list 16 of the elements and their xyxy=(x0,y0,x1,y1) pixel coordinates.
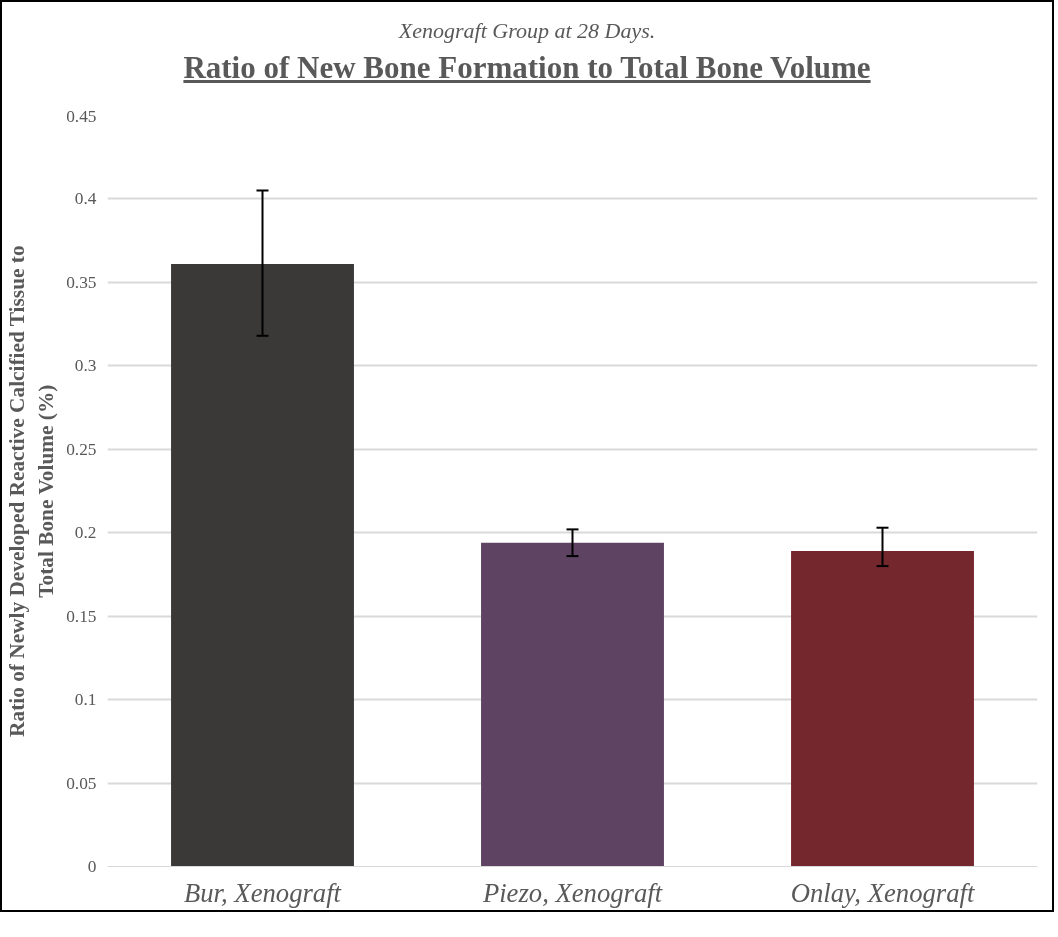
chart-subtitle: Xenograft Group at 28 Days. xyxy=(397,17,657,45)
chart-title: Ratio of New Bone Formation to Total Bone Volume xyxy=(182,49,872,88)
y-axis-title: Ratio of Newly Developed Reactive Calcified Tissue to Total Bone Volume (%) xyxy=(5,245,59,737)
y-tick-label: 0.2 xyxy=(74,523,97,543)
y-tick-label: 0.1 xyxy=(74,690,97,710)
y-tick-label: 0.25 xyxy=(66,439,97,459)
x-tick-label: Onlay, Xenograft xyxy=(790,877,975,908)
y-tick-label: 0.05 xyxy=(66,773,97,793)
y-tick-label: 0.15 xyxy=(66,606,97,626)
y-tick-label: 0 xyxy=(87,857,97,876)
y-tick-label: 0.4 xyxy=(74,189,97,209)
y-tick-label: 0.35 xyxy=(66,272,97,292)
x-tick-label: Bur, Xenograft xyxy=(184,877,342,908)
y-tick-label: 0.3 xyxy=(74,356,97,376)
y-tick-label: 0.45 xyxy=(66,106,97,126)
x-tick-label: Piezo, Xenograft xyxy=(481,877,663,908)
